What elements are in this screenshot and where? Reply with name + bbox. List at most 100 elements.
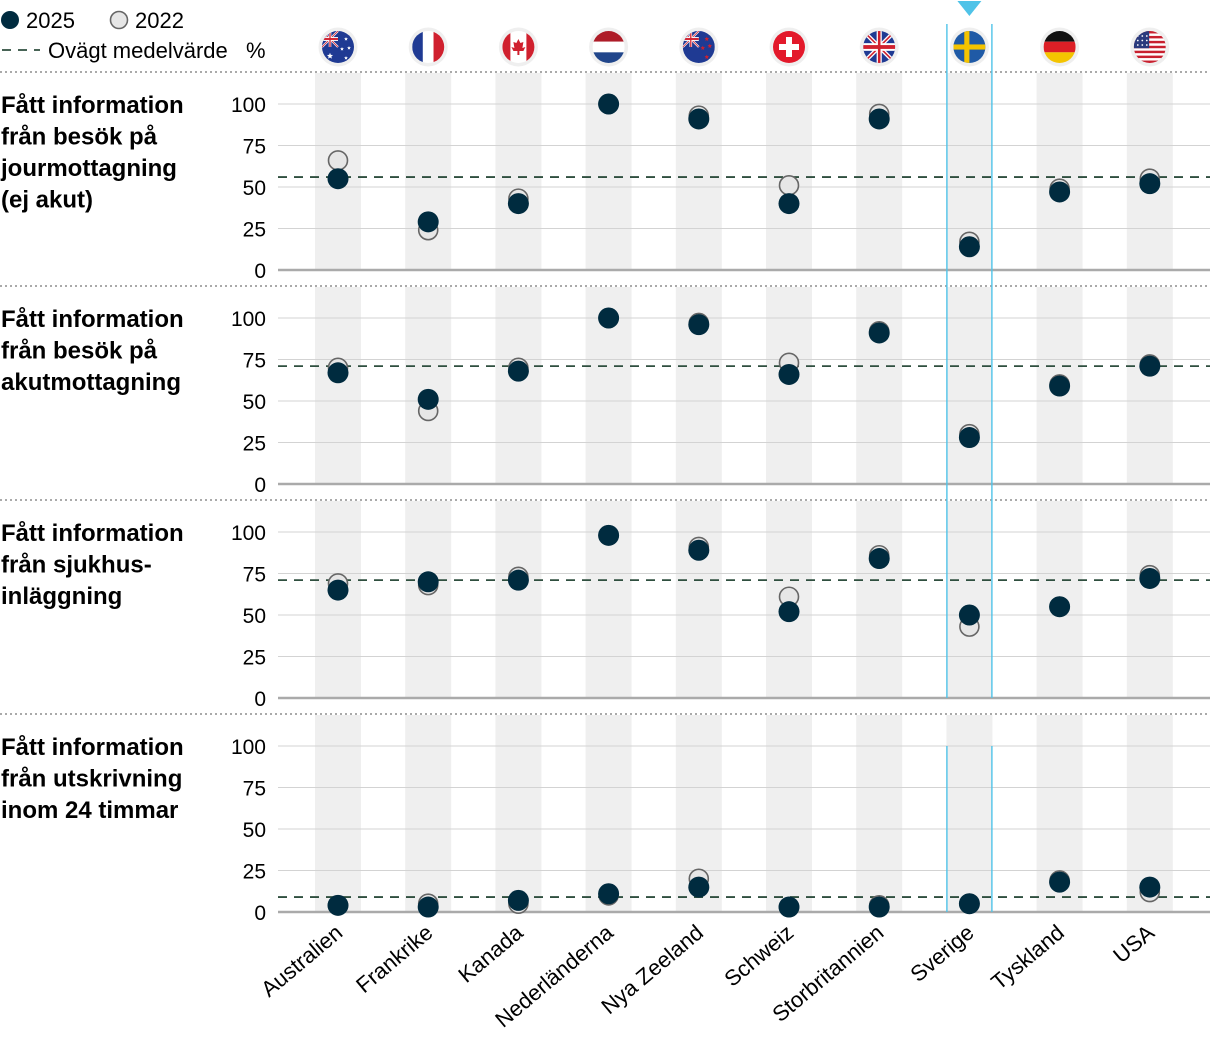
dot-2025	[417, 388, 439, 410]
dot-2022	[778, 175, 800, 196]
column-band	[946, 715, 993, 912]
panel-title-line: jourmottagning	[0, 155, 177, 182]
column-band	[585, 715, 632, 912]
dot-2025	[1049, 871, 1071, 893]
dot-2025	[507, 889, 529, 911]
y-tick-label: 50	[243, 391, 266, 414]
y-tick-label: 0	[254, 688, 266, 711]
dot-2025	[327, 579, 349, 601]
dot-2025	[868, 896, 890, 918]
y-tick-label: 25	[243, 433, 266, 456]
dot-2025	[1139, 355, 1161, 377]
panel-title-line: Fått information	[1, 306, 184, 333]
column-band	[495, 501, 542, 698]
panel-title-line: Fått information	[1, 520, 184, 547]
dot-2025	[507, 569, 529, 591]
country-label: Sverige	[905, 920, 978, 987]
panel-title-line: akutmottagning	[1, 369, 181, 396]
dot-2025	[417, 571, 439, 593]
dot-2025	[688, 108, 710, 130]
column-band	[495, 715, 542, 912]
highlight-marker-icon	[957, 1, 982, 16]
y-tick-label: 75	[243, 778, 266, 801]
dot-2025	[327, 168, 349, 190]
country-label: USA	[1108, 919, 1159, 967]
canada-flag-icon	[498, 27, 538, 67]
y-tick-label: 0	[254, 902, 266, 925]
dot-2025	[688, 876, 710, 898]
column-bands	[315, 73, 1173, 912]
panel-title-line: från utskrivning	[1, 766, 182, 793]
panel-title-line: inläggning	[1, 583, 122, 610]
column-band	[856, 715, 903, 912]
y-tick-label: 100	[231, 94, 266, 117]
y-tick-label: 100	[231, 308, 266, 331]
panel-title-line: från sjukhus-	[1, 552, 152, 579]
dot-2025	[778, 601, 800, 623]
dot-2025	[958, 427, 980, 449]
legend-dot-2022	[109, 10, 129, 30]
legend-dot-2025	[1, 11, 19, 29]
y-tick-label: 100	[231, 736, 266, 759]
country-label: Kanada	[453, 919, 528, 987]
country-label: Australien	[256, 920, 347, 1002]
highlight-frame	[946, 1, 993, 912]
legend-label-2025: 2025	[26, 8, 75, 33]
y-tick-label: 75	[243, 136, 266, 159]
y-tick-label: 25	[243, 647, 266, 670]
column-band	[495, 287, 542, 484]
dot-2025	[778, 193, 800, 215]
dot-2025	[417, 211, 439, 233]
dot-2025	[327, 894, 349, 916]
dot-2025	[958, 893, 980, 915]
dot-2025	[598, 524, 620, 546]
new-zealand-flag-icon	[679, 27, 719, 67]
country-label: Tyskland	[986, 920, 1069, 995]
dot-2025	[868, 108, 890, 130]
dot-2025	[958, 236, 980, 258]
usa-flag-icon	[1130, 27, 1170, 67]
column-band	[946, 501, 993, 698]
panel-title-line: inom 24 timmar	[1, 797, 178, 824]
dot-2025	[868, 322, 890, 344]
y-tick-label: 100	[231, 522, 266, 545]
column-band	[766, 287, 812, 484]
data-points	[327, 93, 1161, 918]
column-band	[946, 287, 993, 484]
column-band	[766, 715, 812, 912]
column-band	[405, 715, 452, 912]
dot-2025	[688, 539, 710, 561]
dot-2025	[417, 896, 439, 918]
column-band	[315, 715, 361, 912]
legend-label-2022: 2022	[135, 8, 184, 33]
legend-unit: %	[246, 38, 266, 63]
y-tick-label: 25	[243, 861, 266, 884]
y-tick-label: 0	[254, 474, 266, 497]
y-tick-label: 0	[254, 260, 266, 283]
column-band	[675, 501, 722, 698]
column-band	[405, 287, 452, 484]
dot-2025	[1049, 596, 1071, 618]
dot-2025	[507, 360, 529, 382]
dot-2025	[868, 548, 890, 570]
sweden-flag-icon	[949, 27, 989, 67]
panel-title-line: (ej akut)	[1, 187, 93, 214]
country-label: Frankrike	[351, 920, 437, 998]
dot-2025	[1139, 876, 1161, 898]
dot-2025	[507, 193, 529, 215]
column-band	[1036, 73, 1083, 270]
column-band	[856, 501, 903, 698]
uk-flag-icon	[859, 27, 899, 67]
column-band	[405, 501, 452, 698]
panel-title-line: Fått information	[1, 92, 184, 119]
australia-flag-icon	[318, 27, 358, 67]
germany-flag-icon	[1040, 27, 1080, 67]
dot-2025	[958, 604, 980, 626]
panel-title-line: från besök på	[1, 338, 158, 365]
y-tick-label: 50	[243, 605, 266, 628]
country-label: Schweiz	[719, 920, 798, 992]
switzerland-flag-icon	[769, 27, 809, 67]
column-band	[495, 73, 542, 270]
netherlands-flag-icon	[589, 27, 629, 67]
